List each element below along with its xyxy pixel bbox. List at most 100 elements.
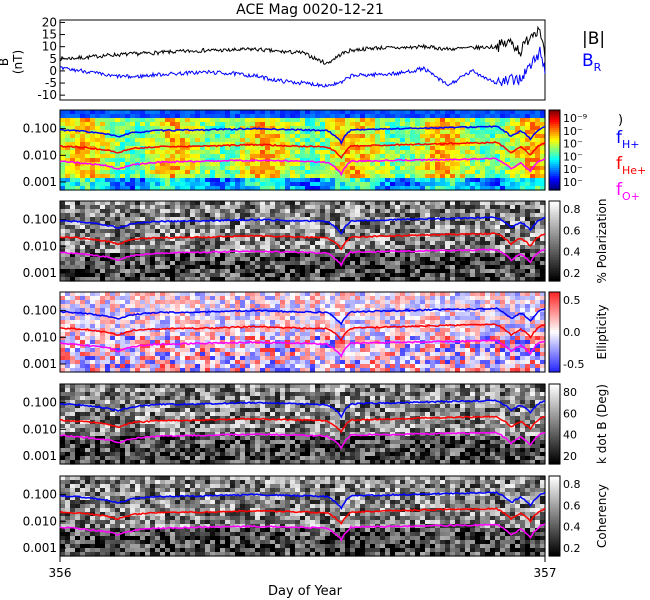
- heatmap-cell: [190, 273, 196, 278]
- heatmap-cell: [225, 273, 231, 278]
- heatmap-cell: [320, 221, 326, 226]
- colorbar-cell: [549, 255, 560, 258]
- heatmap-cell: [140, 344, 146, 349]
- heatmap-cell: [120, 229, 126, 234]
- heatmap-cell: [510, 178, 516, 183]
- heatmap-cell: [195, 261, 201, 266]
- heatmap-cell: [470, 237, 476, 242]
- heatmap-cell: [275, 304, 281, 309]
- heatmap-cell: [390, 174, 396, 179]
- heatmap-cell: [60, 324, 66, 329]
- heatmap-cell: [410, 118, 416, 123]
- heatmap-cell: [175, 356, 181, 361]
- heatmap-cell: [80, 158, 86, 163]
- heatmap-cell: [320, 277, 326, 282]
- heatmap-cell: [275, 356, 281, 361]
- heatmap-cell: [75, 118, 81, 123]
- heatmap-cell: [255, 257, 261, 262]
- heatmap-cell: [365, 138, 371, 143]
- heatmap-cell: [385, 229, 391, 234]
- heatmap-cell: [160, 146, 166, 151]
- heatmap-cell: [240, 178, 246, 183]
- heatmap-cell: [245, 162, 251, 167]
- heatmap-cell: [490, 249, 496, 254]
- heatmap-cell: [445, 241, 451, 246]
- heatmap-cell: [190, 368, 196, 373]
- heatmap-cell: [240, 154, 246, 159]
- heatmap-cell: [120, 340, 126, 345]
- heatmap-cell: [210, 186, 216, 191]
- heatmap-cell: [435, 166, 441, 171]
- heatmap-cell: [450, 182, 456, 187]
- heatmap-cell: [305, 162, 311, 167]
- colorbar-cell: [549, 203, 560, 206]
- heatmap-cell: [80, 138, 86, 143]
- heatmap-cell: [455, 146, 461, 151]
- heatmap-cell: [370, 122, 376, 127]
- heatmap-cell: [535, 269, 541, 274]
- heatmap-cell: [315, 162, 321, 167]
- heatmap-cell: [115, 158, 121, 163]
- heatmap-cell: [70, 213, 76, 218]
- heatmap-cell: [160, 308, 166, 313]
- heatmap-cell: [195, 332, 201, 337]
- heatmap-cell: [430, 114, 436, 119]
- heatmap-cell: [95, 257, 101, 262]
- heatmap-cell: [200, 328, 206, 333]
- heatmap-cell: [395, 265, 401, 270]
- colorbar-cell: [549, 136, 560, 139]
- heatmap-cell: [85, 261, 91, 266]
- heatmap-cell: [270, 138, 276, 143]
- heatmap-cell: [135, 170, 141, 175]
- heatmap-cell: [145, 340, 151, 345]
- heatmap-cell: [250, 257, 256, 262]
- heatmap-cell: [460, 265, 466, 270]
- heatmap-cell: [475, 241, 481, 246]
- heatmap-cell: [205, 245, 211, 250]
- heatmap-cell: [315, 154, 321, 159]
- heatmap-cell: [350, 122, 356, 127]
- heatmap-cell: [125, 332, 131, 337]
- heatmap-cell: [115, 229, 121, 234]
- heatmap-cell: [295, 150, 301, 155]
- heatmap-cell: [140, 162, 146, 167]
- heatmap-cell: [370, 150, 376, 155]
- heatmap-cell: [165, 110, 171, 115]
- heatmap-cell: [160, 110, 166, 115]
- colorbar-cell: [549, 213, 560, 216]
- heatmap-cell: [320, 209, 326, 214]
- heatmap-cell: [335, 138, 341, 143]
- heatmap-cell: [90, 296, 96, 301]
- heatmap-cell: [175, 292, 181, 297]
- heatmap-cell: [390, 213, 396, 218]
- heatmap-cell: [100, 241, 106, 246]
- heatmap-cell: [170, 201, 176, 206]
- heatmap-cell: [455, 150, 461, 155]
- heatmap-cell: [225, 110, 231, 115]
- heatmap-cell: [90, 201, 96, 206]
- heatmap-cell: [265, 261, 271, 266]
- heatmap-cell: [375, 114, 381, 119]
- heatmap-cell: [70, 130, 76, 135]
- heatmap-cell: [175, 352, 181, 357]
- heatmap-cell: [260, 352, 266, 357]
- heatmap-cell: [340, 122, 346, 127]
- heatmap-cell: [255, 182, 261, 187]
- heatmap-cell: [115, 237, 121, 242]
- heatmap-cell: [425, 170, 431, 175]
- heatmap-cell: [455, 158, 461, 163]
- heatmap-cell: [250, 209, 256, 214]
- heatmap-cell: [470, 130, 476, 135]
- heatmap-cell: [375, 269, 381, 274]
- heatmap-cell: [495, 261, 501, 266]
- heatmap-cell: [420, 138, 426, 143]
- heatmap-cell: [75, 292, 81, 297]
- heatmap-cell: [215, 154, 221, 159]
- heatmap-cell: [305, 257, 311, 262]
- heatmap-cell: [320, 170, 326, 175]
- colorbar-cell: [549, 142, 560, 145]
- heatmap-cell: [185, 265, 191, 270]
- heatmap-cell: [355, 154, 361, 159]
- heatmap-cell: [420, 186, 426, 191]
- heatmap-cell: [500, 182, 506, 187]
